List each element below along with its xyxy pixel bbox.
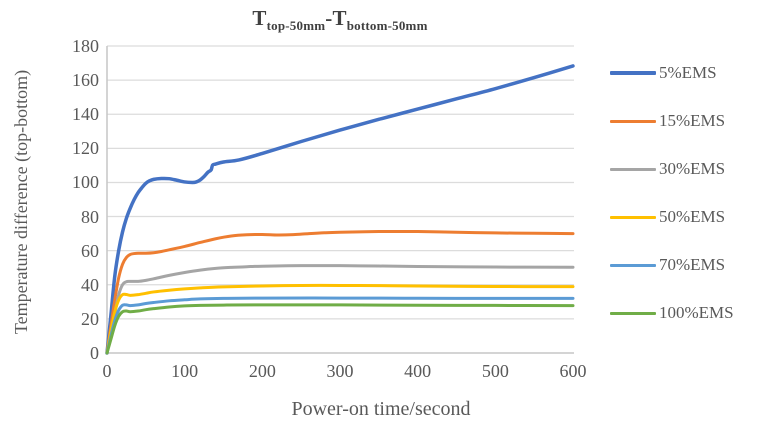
legend-line-swatch-icon [610, 167, 656, 171]
y-tick-label: 120 [72, 138, 99, 159]
series-line-30%EMS [105, 264, 575, 355]
y-tick-label: 80 [81, 206, 99, 227]
title-symbol-1: T [252, 6, 267, 30]
legend: 5%EMS 15%EMS 30%EMS 50%EMS 70%EMS 100%EM… [610, 49, 734, 337]
x-tick-label: 100 [171, 361, 199, 381]
legend-line-swatch-icon [610, 311, 656, 315]
legend-item: 30%EMS [610, 145, 734, 193]
title-subscript-2: bottom-50mm [346, 18, 428, 34]
legend-label: 30%EMS [659, 159, 726, 178]
legend-line-swatch-icon [610, 215, 656, 219]
legend-label: 70%EMS [659, 255, 726, 274]
legend-item: 5%EMS [610, 49, 734, 97]
legend-item: 15%EMS [610, 97, 734, 145]
legend-label: 15%EMS [659, 111, 726, 130]
chart-title: Ttop-50mm-Tbottom-50mm [107, 6, 573, 34]
title-minus: - [325, 6, 333, 30]
y-tick-label: 20 [81, 308, 99, 329]
series-line-5%EMS [105, 64, 575, 355]
x-tick-label: 400 [404, 361, 432, 381]
series-line-100%EMS [105, 303, 575, 355]
y-tick-label: 60 [81, 240, 99, 261]
series-line-50%EMS [105, 283, 575, 355]
y-tick-label: 40 [81, 274, 99, 295]
y-tick-label: 160 [72, 70, 99, 91]
legend-line-swatch-icon [610, 71, 656, 75]
y-tick-label: 180 [72, 36, 99, 56]
y-tick-label: 140 [72, 104, 99, 125]
y-tick-label: 0 [90, 343, 99, 363]
legend-line-swatch-icon [610, 263, 656, 267]
plot-area [105, 45, 575, 355]
legend-item: 50%EMS [610, 193, 734, 241]
x-tick-label: 200 [248, 361, 276, 381]
x-tick-label: 300 [326, 361, 354, 381]
title-subscript-1: top-50mm [266, 18, 326, 34]
legend-label: 50%EMS [659, 207, 726, 226]
x-tick-label: 500 [481, 361, 509, 381]
legend-line-swatch-icon [610, 119, 656, 123]
series-line-15%EMS [105, 229, 575, 355]
legend-item: 100%EMS [610, 289, 734, 337]
x-tick-label: 600 [559, 361, 587, 381]
title-symbol-2: T [332, 6, 347, 30]
series-line-70%EMS [105, 296, 575, 355]
legend-label: 5%EMS [659, 63, 717, 82]
y-tick-label: 100 [72, 172, 99, 193]
legend-label: 100%EMS [659, 303, 734, 322]
legend-item: 70%EMS [610, 241, 734, 289]
x-tick-label: 0 [102, 361, 112, 381]
x-axis-title: Power-on time/second [291, 398, 471, 420]
